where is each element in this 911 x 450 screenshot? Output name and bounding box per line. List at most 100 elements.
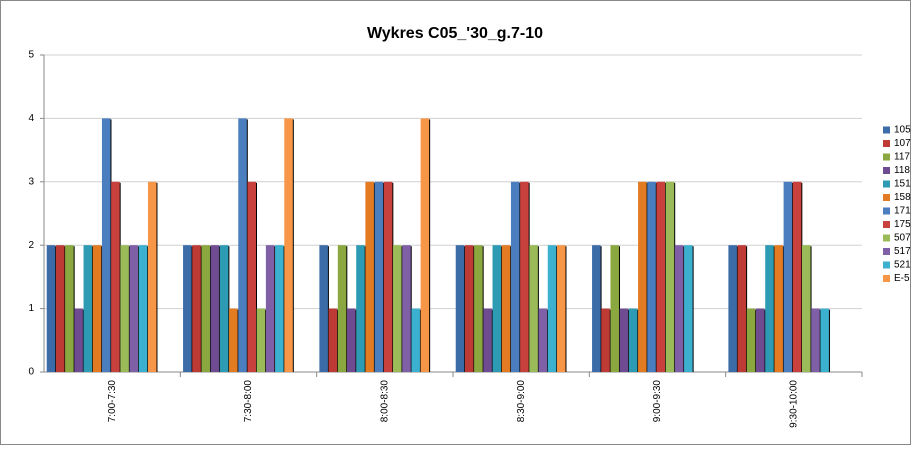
bar: [464, 245, 474, 372]
legend-swatch: [883, 140, 890, 147]
x-tick-label: 8:00-8:30: [379, 380, 390, 423]
bar: [483, 308, 492, 372]
bar-shadow: [146, 246, 149, 372]
bar: [728, 245, 737, 372]
legend-swatch: [883, 248, 890, 255]
bar: [529, 245, 538, 372]
bar: [247, 181, 256, 372]
bar-shadow: [137, 246, 140, 372]
bar: [737, 245, 747, 372]
bar-shadow: [627, 309, 630, 372]
legend-label: 517: [894, 246, 911, 257]
bar-shadow: [809, 246, 812, 372]
legend-label: 158: [894, 192, 911, 203]
bar: [383, 181, 393, 372]
bar: [337, 245, 347, 372]
bar-shadow: [245, 119, 248, 373]
bar: [492, 245, 502, 372]
x-tick-label: 9:30-10:00: [788, 380, 799, 428]
bar-shadow: [781, 246, 784, 372]
y-tick-label: 0: [28, 367, 34, 378]
bar: [547, 245, 557, 372]
bar: [501, 245, 511, 372]
bar: [120, 245, 129, 372]
legend-label: 171: [894, 206, 911, 217]
bar: [638, 181, 647, 372]
bar: [520, 181, 529, 372]
legend-swatch: [883, 275, 890, 282]
bar: [674, 245, 684, 372]
bar-shadow: [254, 182, 257, 372]
bar: [411, 308, 420, 372]
bar: [210, 245, 220, 372]
legend-label: 521: [894, 260, 911, 271]
bar: [365, 181, 374, 372]
bar: [656, 181, 665, 372]
bar: [356, 245, 365, 372]
chart-title: Wykres C05_'30_g.7-10: [367, 25, 543, 42]
legend-swatch: [883, 221, 890, 228]
bar: [792, 181, 802, 372]
bar: [256, 308, 266, 372]
bar: [138, 245, 148, 372]
bar: [765, 245, 774, 372]
bar: [347, 308, 356, 372]
bar: [219, 245, 229, 372]
legend-label: 175: [894, 219, 911, 230]
y-tick-label: 5: [28, 50, 34, 61]
bar: [510, 181, 520, 372]
bar: [402, 245, 411, 372]
bar: [265, 245, 275, 372]
legend-swatch: [883, 194, 890, 201]
legend-label: 151: [894, 179, 911, 190]
bar: [474, 245, 483, 372]
bar: [619, 308, 629, 372]
x-tick-label: 9:00-9:30: [652, 380, 663, 423]
bar: [275, 245, 284, 372]
bar: [538, 308, 548, 372]
bar: [74, 308, 83, 372]
bar: [601, 308, 610, 372]
bar: [111, 181, 120, 372]
bar: [92, 245, 102, 372]
y-tick-label: 2: [28, 240, 34, 251]
legend-label: 105: [894, 125, 911, 136]
x-tick-label: 8:30-9:00: [516, 380, 527, 423]
bar: [129, 245, 139, 372]
legend-swatch: [883, 234, 890, 242]
y-tick-label: 4: [28, 113, 34, 124]
bar: [647, 181, 656, 372]
y-tick-label: 1: [28, 303, 34, 314]
bar: [665, 181, 675, 372]
bar: [238, 118, 247, 373]
legend-swatch: [883, 207, 890, 215]
bar-shadow: [208, 246, 211, 372]
legend-swatch: [883, 261, 890, 269]
bar: [374, 181, 384, 372]
bar: [811, 308, 820, 372]
bar-shadow: [735, 246, 738, 372]
bar: [147, 181, 157, 372]
bar: [628, 308, 638, 372]
bar-shadow: [54, 246, 57, 372]
bar-shadow: [236, 309, 239, 372]
bar-shadow: [772, 246, 775, 372]
bar: [319, 245, 328, 372]
bar: [101, 118, 111, 373]
bar: [455, 245, 465, 372]
bar: [284, 118, 293, 373]
bar-shadow: [199, 246, 202, 372]
bar: [610, 245, 619, 372]
bar: [756, 308, 765, 372]
bar-shadow: [555, 246, 558, 372]
legend-swatch: [883, 153, 890, 161]
bar-shadow: [818, 309, 821, 372]
bar: [46, 245, 56, 372]
bar: [820, 308, 829, 372]
legend-label: 107: [894, 138, 911, 149]
bar: [201, 245, 210, 372]
legend-label: 118: [894, 165, 910, 176]
legend-swatch: [883, 126, 890, 134]
bar: [55, 245, 65, 372]
